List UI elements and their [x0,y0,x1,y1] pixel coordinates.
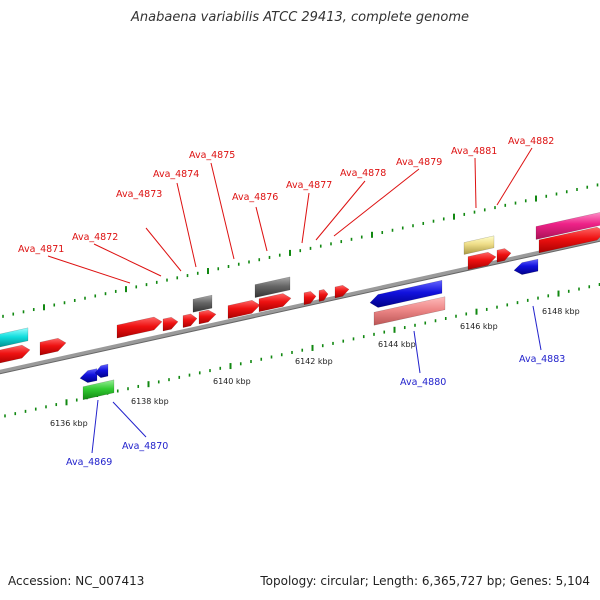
gene-label-ava-4879: Ava_4879 [396,157,442,168]
gene-label-ava-4880: Ava_4880 [400,377,446,388]
gene-blue [513,258,539,275]
gene-label-ava-4878: Ava_4878 [340,168,386,179]
scale-label-6136: 6136 kbp [50,419,88,428]
gene-red [182,313,198,328]
callout-line [301,192,310,244]
scale-label-6144: 6144 kbp [378,340,416,349]
gene-red [496,248,512,263]
gene-label-ava-4872: Ava_4872 [72,232,118,243]
gene-red [116,316,163,339]
callout-line [145,227,182,272]
scale-label-6146: 6146 kbp [460,322,498,331]
gene-red [0,344,31,364]
gene-gray [254,276,291,298]
gene-red [467,251,497,270]
gene-label-ava-4883: Ava_4883 [519,354,565,365]
tick-marks [2,183,600,418]
gene-red [303,291,317,306]
gene-red [258,293,292,313]
gene-red [39,337,67,356]
callout-line [532,305,542,351]
gene-red [162,316,179,332]
callout-line [333,168,420,237]
gene-blue [369,279,443,308]
callout-line [47,255,131,284]
gene-blue [94,363,109,378]
gene-label-ava-4881: Ava_4881 [451,146,497,157]
callout-line [315,180,366,241]
gene-red [538,226,600,254]
callout-line [496,147,533,206]
gene-salmon [373,296,446,326]
gene-label-ava-4869: Ava_4869 [66,457,112,468]
scale-label-6140: 6140 kbp [213,377,251,386]
gene-label-ava-4873: Ava_4873 [116,189,162,200]
gene-label-ava-4871: Ava_4871 [18,244,64,255]
gene-red [334,285,350,299]
gene-features [0,212,600,401]
gene-red [318,289,329,302]
gene-label-ava-4877: Ava_4877 [286,180,332,191]
genome-backbone [0,237,600,374]
gene-khaki [463,235,495,255]
gene-pink [535,212,600,240]
gene-gray [192,294,213,313]
gene-label-ava-4876: Ava_4876 [232,192,278,203]
gene-cyan [0,327,29,348]
callout-line [210,162,235,260]
gene-blue [79,368,98,383]
callout-line [112,401,147,438]
scale-label-6148: 6148 kbp [542,307,580,316]
callout-line [474,157,477,209]
gene-callouts [47,147,542,454]
callout-line [176,182,197,268]
gene-label-ava-4882: Ava_4882 [508,136,554,147]
genome-backbone-shadow [0,240,600,375]
callout-line [255,206,268,252]
map-title: Anabaena variabilis ATCC 29413, complete… [131,10,469,25]
callout-line [91,399,99,454]
accession-text: Accession: NC_007413 [8,574,145,588]
callout-line [413,330,421,374]
callout-line [93,243,162,277]
scale-label-6142: 6142 kbp [295,357,333,366]
gene-label-ava-4875: Ava_4875 [189,150,235,161]
scale-label-6138: 6138 kbp [131,397,169,406]
gene-red [227,300,261,319]
gene-green [82,379,115,401]
topology-text: Topology: circular; Length: 6,365,727 bp… [260,574,590,588]
gene-label-ava-4870: Ava_4870 [122,441,168,452]
gene-label-ava-4874: Ava_4874 [153,169,199,180]
gene-red [198,309,217,325]
